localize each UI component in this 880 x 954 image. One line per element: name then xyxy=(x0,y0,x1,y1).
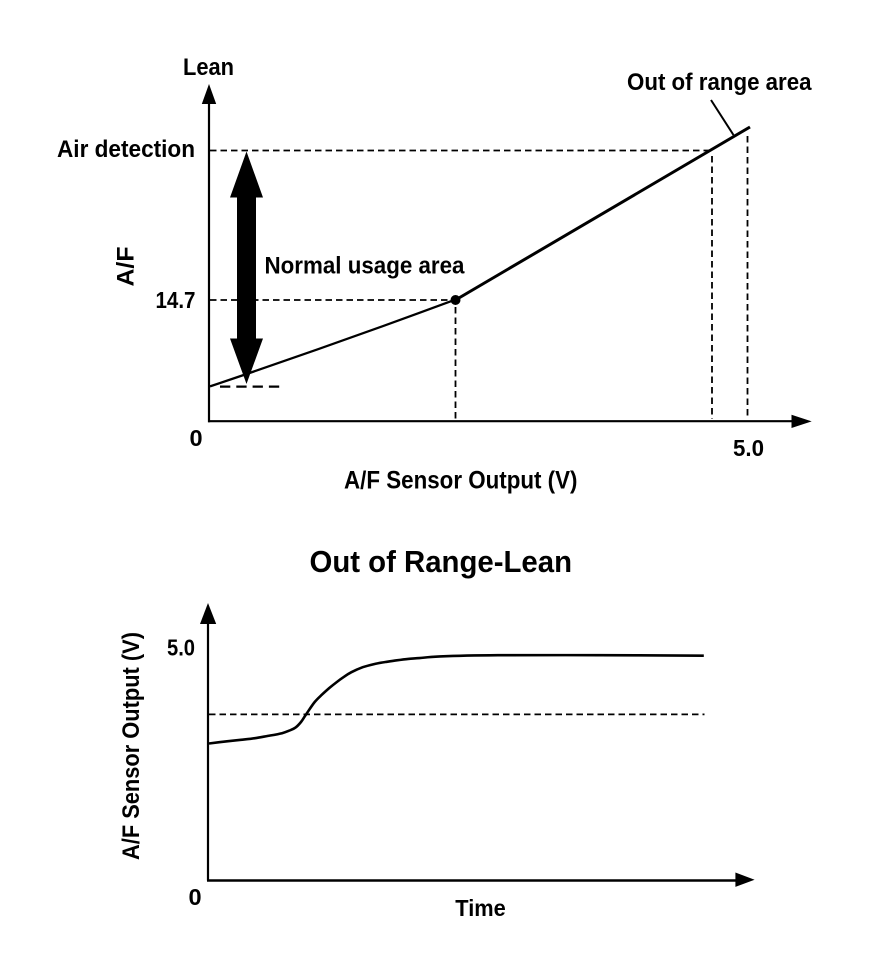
svg-text:Normal usage area: Normal usage area xyxy=(265,253,466,280)
svg-text:14.7: 14.7 xyxy=(156,287,196,313)
svg-text:0: 0 xyxy=(189,884,202,910)
svg-text:Lean: Lean xyxy=(183,54,234,81)
svg-text:Air detection: Air detection xyxy=(57,136,195,163)
svg-text:A/F: A/F xyxy=(113,247,140,287)
svg-text:Out of Range-Lean: Out of Range-Lean xyxy=(310,544,573,579)
svg-text:5.0: 5.0 xyxy=(733,435,764,461)
svg-text:5.0: 5.0 xyxy=(167,635,195,661)
svg-text:Time: Time xyxy=(455,895,506,921)
svg-text:A/F Sensor Output (V): A/F Sensor Output (V) xyxy=(118,632,145,860)
svg-text:0: 0 xyxy=(190,425,203,451)
svg-text:Out of range area: Out of range area xyxy=(627,69,812,96)
svg-text:A/F Sensor Output (V): A/F Sensor Output (V) xyxy=(344,467,578,495)
